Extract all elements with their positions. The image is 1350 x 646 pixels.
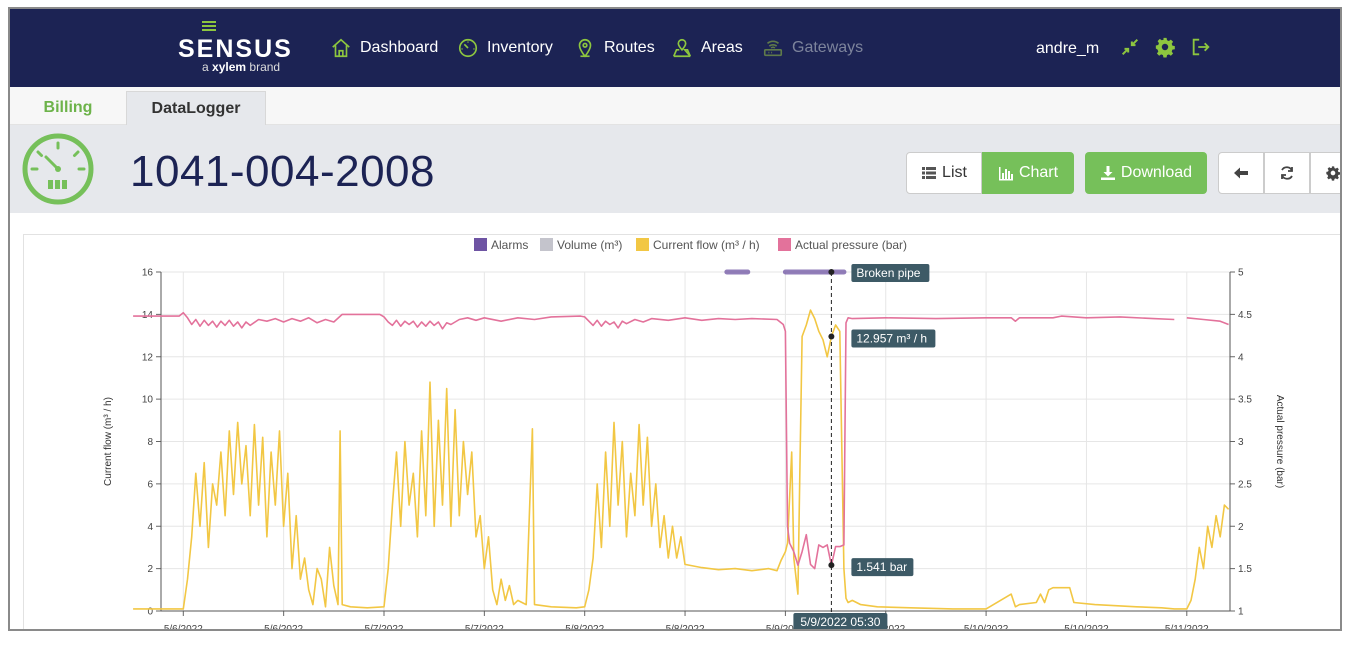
app-window: SENSUS a xylem brand Dashboard Inventory… [8,7,1342,631]
pressure-series-line [133,311,1175,570]
y-right-tick-label: 2 [1238,522,1244,533]
nav-label: Areas [701,39,743,56]
flow-series-line [133,309,1230,610]
home-icon [332,38,350,58]
y-right-tick-label: 3 [1238,437,1244,448]
map-pin-icon [578,39,592,58]
y-left-tick-label: 6 [147,479,153,490]
map-area-icon [672,38,692,58]
x-tick-label: 5/8/2022 [565,624,604,631]
x-tick-label: 5/7/2022 [465,624,504,631]
pressure-tooltip: 1.541 bar [856,560,907,574]
refresh-icon [1281,166,1293,180]
download-button[interactable]: Download [1085,152,1207,194]
y-left-tick-label: 12 [142,352,154,363]
y-right-tick-label: 3.5 [1238,395,1252,406]
x-tick-label: 5/7/2022 [365,624,404,631]
list-label: List [942,164,967,181]
flow-tooltip: 12.957 m³ / h [856,331,927,345]
crosshair-x-label: 5/9/2022 05:30 [800,615,880,629]
y-left-tick-label: 16 [142,268,154,279]
flow-tooltip-bg [851,329,936,348]
x-tick-label: 5/9/2022 [766,624,805,631]
x-tick-label: 5/6/2022 [264,624,303,631]
tab-datalogger[interactable]: DataLogger [126,91,266,125]
y-right-tick-label: 5 [1238,268,1244,279]
tab-billing[interactable]: Billing [43,99,93,116]
username[interactable]: andre_m [1036,40,1100,57]
x-tick-label: 5/8/2022 [666,624,705,631]
y-right-tick-label: 1 [1238,607,1244,618]
page-title: 1041-004-2008 [130,147,435,196]
legend-label: Actual pressure (bar) [795,238,907,252]
y-right-tick-label: 4.5 [1238,310,1252,321]
chart-label: Chart [1018,164,1059,181]
y-right-tick-label: 1.5 [1238,564,1252,575]
chart-card: Alarms Volume (m³) Current flow (m³ / h) Ac… [23,234,1342,631]
y-right-tick-label: 2.5 [1238,479,1252,490]
nav-gateways[interactable]: Gateways [762,35,863,61]
brand-name: SENSUS [178,35,293,63]
brand-tagline: a xylem brand [202,60,281,74]
pressure-tooltip-bg [851,558,914,577]
nav-label: Inventory [487,39,553,56]
legend-label: Alarms [491,238,528,252]
tab-bar: Billing DataLogger [10,87,1340,125]
flow-marker [828,333,835,340]
y-left-tick-label: 10 [142,395,154,406]
nav-areas[interactable]: Areas [671,35,743,61]
nav-label: Routes [604,39,655,56]
datalogger-chart[interactable]: Alarms Volume (m³) Current flow (m³ / h) Ac… [24,235,1342,631]
crosshair-x-label-bg [793,613,888,629]
back-button[interactable] [1218,152,1264,194]
gauge-icon [458,38,478,58]
y-left-tick-label: 2 [147,564,153,575]
y-left-tick-label: 4 [147,522,153,533]
logout-icon[interactable] [1190,36,1212,58]
pressure-series-line [1186,317,1229,326]
download-label: Download [1120,164,1193,181]
y-left-tick-label: 8 [147,437,153,448]
legend-label: Volume (m³) [557,238,622,252]
legend-swatch [474,238,487,251]
legend-swatch [540,238,553,251]
y-right-tick-label: 4 [1238,352,1244,363]
legend-label: Current flow (m³ / h) [653,238,760,252]
page-header: 1041-004-2008 List Chart Download [10,125,1340,213]
legend-swatch [636,238,649,251]
x-tick-label: 5/10/2022 [964,624,1009,631]
arrow-left-icon [1234,167,1248,179]
legend-swatch [778,238,791,251]
x-tick-label: 5/11/2022 [1165,624,1209,631]
logo-bars [202,21,216,33]
chart-view-button[interactable]: Chart [982,152,1074,194]
collapse-icon[interactable] [1119,36,1141,58]
y-left-tick-label: 0 [147,607,153,618]
bar-chart-icon [998,167,1013,181]
router-icon [763,40,783,57]
x-tick-label: 5/10/2022 [1064,624,1109,631]
nav-routes[interactable]: Routes [574,35,655,61]
pressure-marker [828,562,835,569]
nav-inventory[interactable]: Inventory [457,35,553,61]
y-right-axis-title: Actual pressure (bar) [1274,395,1285,488]
alarm-tooltip: Broken pipe [856,266,920,280]
refresh-button[interactable] [1264,152,1310,194]
gear-icon [1326,166,1340,181]
gear-icon[interactable] [1154,36,1176,58]
alarm-marker [828,269,835,275]
y-left-axis-title: Current flow (m³ / h) [103,397,114,486]
datalogger-clock-icon [22,133,94,205]
top-navbar: SENSUS a xylem brand Dashboard Inventory… [10,9,1340,87]
nav-label: Gateways [792,39,864,56]
download-icon [1100,166,1115,180]
settings-button[interactable] [1310,152,1340,194]
list-view-button[interactable]: List [906,152,982,194]
brand-logo[interactable]: SENSUS a xylem brand [178,19,294,75]
x-tick-label: 5/6/2022 [164,624,203,631]
list-icon [922,167,937,179]
nav-label: Dashboard [360,39,439,56]
alarm-tooltip-bg [851,264,930,282]
nav-dashboard[interactable]: Dashboard [330,35,438,61]
